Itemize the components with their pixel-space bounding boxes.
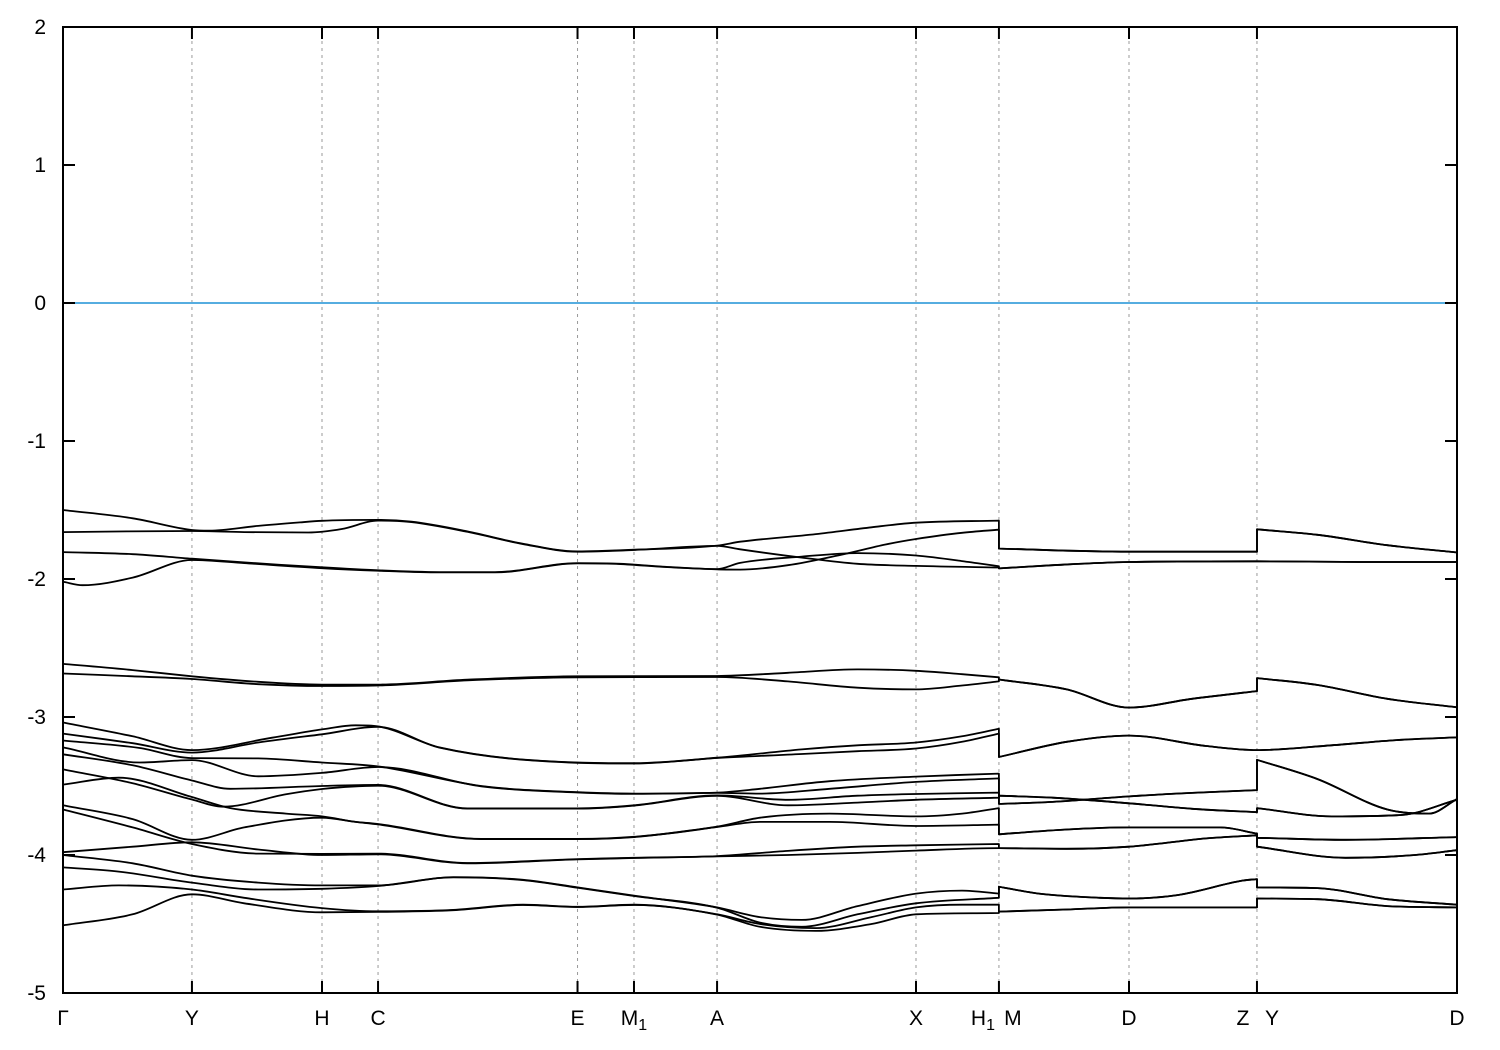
x-tick-label: A bbox=[710, 1007, 724, 1030]
x-tick-label: H1 bbox=[971, 1007, 995, 1034]
y-tick-label: 2 bbox=[34, 16, 46, 39]
band-line bbox=[62, 672, 1458, 709]
band-line bbox=[62, 528, 1458, 587]
band-line bbox=[62, 746, 1458, 815]
x-tick-label: Y bbox=[185, 1007, 199, 1030]
band-line bbox=[62, 509, 1458, 554]
x-tick-label: H bbox=[314, 1007, 329, 1030]
y-tick-label: -1 bbox=[27, 430, 46, 453]
y-tick-label: 1 bbox=[34, 154, 46, 177]
x-tick-label: M bbox=[1004, 1007, 1022, 1030]
plot-border bbox=[62, 26, 1458, 994]
x-tick-label: M1 bbox=[621, 1007, 648, 1034]
band-line bbox=[62, 893, 1458, 932]
x-tick-label: D bbox=[1121, 1007, 1136, 1030]
band-line bbox=[62, 854, 1458, 921]
band-line bbox=[62, 834, 1458, 865]
y-tick-label: -5 bbox=[27, 982, 46, 1005]
band-line bbox=[62, 768, 1458, 818]
x-tick-label: Y bbox=[1265, 1007, 1279, 1030]
y-tick-label: -3 bbox=[27, 706, 46, 729]
x-tick-label: X bbox=[909, 1007, 923, 1030]
band-line bbox=[62, 721, 1458, 765]
x-tick-label: D bbox=[1449, 1007, 1464, 1030]
y-tick-label: -4 bbox=[27, 844, 46, 867]
x-tick-label: C bbox=[370, 1007, 385, 1030]
band-line bbox=[62, 726, 1458, 765]
y-tick-label: 0 bbox=[34, 292, 46, 315]
x-tick-label: E bbox=[571, 1007, 585, 1030]
band-line bbox=[62, 804, 1458, 841]
x-tick-label: Z bbox=[1237, 1007, 1250, 1030]
band-line bbox=[62, 866, 1458, 928]
y-tick-label: -2 bbox=[27, 568, 46, 591]
x-tick-label: Γ bbox=[57, 1007, 69, 1030]
band-line bbox=[62, 753, 1458, 818]
